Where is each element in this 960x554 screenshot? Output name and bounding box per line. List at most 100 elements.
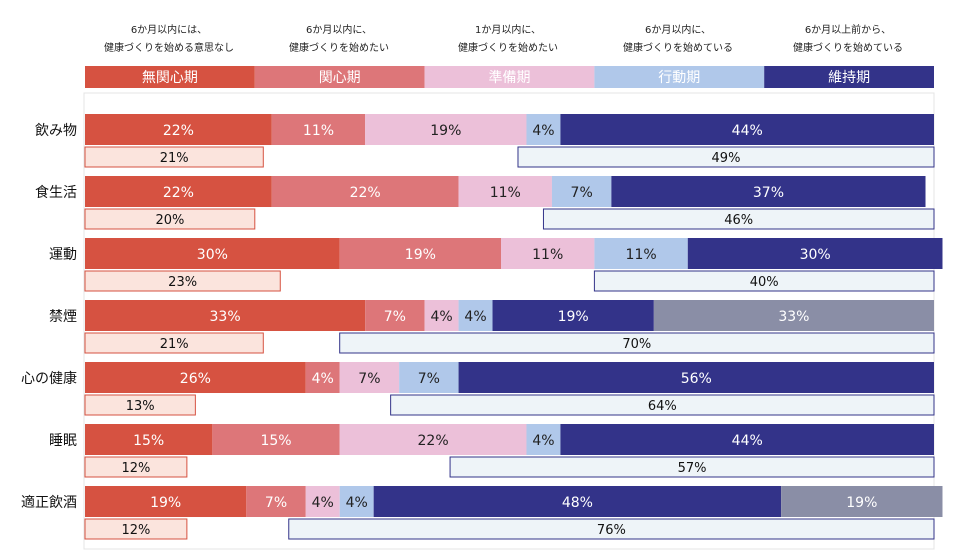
right-summary-box [517,146,935,168]
segment-bar [653,300,934,331]
segment-bar [526,114,561,145]
segment-bar [305,362,340,393]
segment-bar [271,176,459,207]
legend-label-3: 準備期 [489,70,531,86]
segment-label: 7% [418,371,440,387]
segment-label: 7% [265,495,287,511]
segment-bar [85,300,366,331]
segment-label: 4% [464,309,486,325]
segment-label: 11% [532,247,563,263]
segment-label: 19% [150,495,181,511]
segment-label: 33% [210,309,241,325]
right-summary-box [339,332,935,354]
left-summary-box [84,146,264,168]
category-label: 心の健康 [21,370,77,387]
left-summary-box [84,456,188,478]
left-summary-box [84,394,196,416]
segment-label: 37% [753,185,784,201]
segment-label: 44% [732,433,763,449]
segment-bar [246,486,306,517]
segment-label: 44% [732,123,763,139]
row-2: 食生活 22% 22% 11% 7% 37% 20% 46% [35,176,935,230]
segment-label: 19% [430,123,461,139]
legend-swatch-2 [254,66,425,88]
segment-label: 4% [312,495,334,511]
left-summary-box [84,270,281,292]
segment-label: 22% [350,185,381,201]
category-label: 睡眠 [49,433,77,449]
left-summary-label: 23% [168,275,197,290]
legend-label-5: 維持期 [828,70,870,86]
segment-bar [339,238,502,269]
segment-label: 30% [197,247,228,263]
segment-label: 4% [532,433,554,449]
segment-bar [365,300,425,331]
category-label: 食生活 [35,184,77,201]
category-label: 適正飲酒 [21,494,77,511]
segment-bar [373,486,782,517]
segment-bar [551,176,612,207]
right-summary-label: 76% [597,523,626,538]
segment-bar [271,114,366,145]
left-summary-box [84,332,264,354]
segment-label: 7% [571,185,593,201]
segment-label: 48% [562,495,593,511]
category-label: 飲み物 [35,123,77,139]
row-4: 禁煙 33% 7% 4% 4% 19% 33% 21% 70% [49,300,935,354]
header-note-1-line-2: 健康づくりを始める意思なし [104,41,234,54]
right-summary-box [288,518,935,540]
right-summary-label: 57% [678,461,707,476]
left-summary-label: 12% [121,461,150,476]
row-7: 適正飲酒 19% 7% 4% 4% 48% 19%12% 76% [21,486,943,540]
segment-label: 11% [303,123,334,139]
legend-label-4: 行動期 [658,70,700,86]
segment-bar [85,486,247,517]
segment-label: 11% [626,247,657,263]
segment-label: 7% [384,309,406,325]
segment-bar [85,362,306,393]
header-note-5-line-2: 健康づくりを始めている [793,41,903,54]
left-summary-box [84,518,188,540]
segment-bar [560,424,934,455]
segment-label: 19% [558,309,589,325]
segment-label: 22% [418,433,449,449]
row-6: 睡眠 15% 15% 22% 4% 44% 12% 57% [49,424,935,478]
right-summary-label: 49% [712,151,741,166]
segment-label: 22% [163,123,194,139]
header-note-2-line-2: 健康づくりを始めたい [289,41,389,54]
stage-legend: 無関心期 関心期 準備期 行動期 維持期 [85,66,934,88]
segment-label: 4% [346,495,368,511]
right-summary-box [390,394,935,416]
legend-label-1: 無関心期 [142,70,198,86]
segment-bar [85,238,340,269]
left-summary-label: 21% [160,151,189,166]
header-note-3-line-1: 1か月以内に、 [475,23,541,36]
category-label: 禁煙 [49,309,77,325]
row-1: 飲み物 22% 11% 19% 4% 44% 21% 49% [35,114,935,168]
segment-bar [501,238,595,269]
legend-label-2: 関心期 [319,70,361,86]
left-summary-label: 13% [126,399,155,414]
segment-bar [424,300,459,331]
right-summary-box [593,270,935,292]
legend-swatch-1 [85,66,255,88]
segment-label: 4% [312,371,334,387]
chart-rows: 飲み物 22% 11% 19% 4% 44% 21% 49% 食生活 22% 22% 11% 7% 37%… [21,114,943,540]
segment-bar [687,238,943,269]
right-summary-label: 40% [750,275,779,290]
segment-bar [526,424,561,455]
segment-bar [458,300,493,331]
segment-bar [492,300,654,331]
row-3: 運動 30% 19% 11% 11% 30%23% 40% [49,238,943,292]
segment-bar [365,114,527,145]
row-5: 心の健康 26% 4% 7% 7% 56% 13% 64% [21,362,935,416]
left-summary-label: 20% [155,213,184,228]
segment-label: 19% [846,495,877,511]
header-note-4-line-1: 6か月以内に、 [645,23,711,36]
segment-label: 33% [778,309,809,325]
segment-bar [85,424,213,455]
segment-label: 30% [800,247,831,263]
segment-bar [339,362,400,393]
segment-bar [305,486,340,517]
segment-label: 22% [163,185,194,201]
